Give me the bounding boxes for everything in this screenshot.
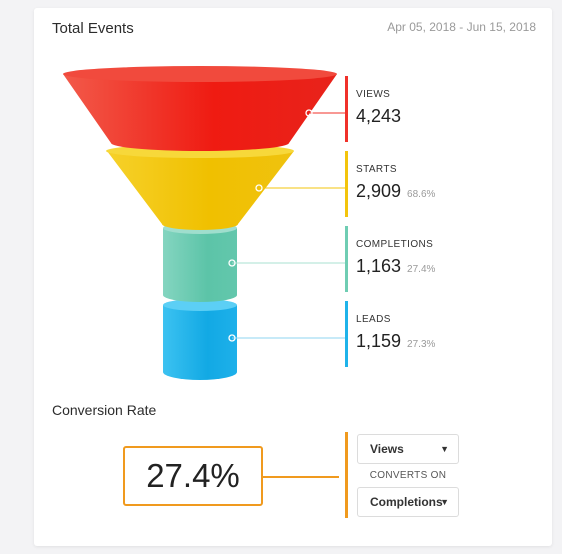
starts-connector xyxy=(255,184,345,192)
stage-starts-label: STARTS xyxy=(356,164,397,175)
stage-completions-value: 1,163 xyxy=(356,256,402,276)
from-event-select-value: Views xyxy=(370,442,404,456)
stage-views-value-row: 4,243 xyxy=(356,106,401,127)
stage-starts-bar xyxy=(345,151,348,217)
from-event-select[interactable]: Views ▼ xyxy=(357,434,459,464)
stage-leads-label: LEADS xyxy=(356,314,391,325)
converts-on-label: CONVERTS ON xyxy=(369,470,447,481)
views-connector xyxy=(305,109,345,117)
conversion-accent-bar xyxy=(345,432,348,518)
stage-completions-percent: 27.4% xyxy=(407,264,436,275)
to-event-select[interactable]: Completions ▼ xyxy=(357,487,459,517)
chevron-down-icon: ▼ xyxy=(440,497,449,507)
stage-completions-label: COMPLETIONS xyxy=(356,239,434,250)
stage-completions-value-row: 1,163 27.4% xyxy=(356,256,435,277)
stage-completions-bar xyxy=(345,226,348,292)
to-event-select-value: Completions xyxy=(370,495,443,509)
stage-starts-value: 2,909 xyxy=(356,181,402,201)
leads-connector xyxy=(228,334,345,342)
date-range: Apr 05, 2018 - Jun 15, 2018 xyxy=(387,20,536,34)
stage-leads-value-row: 1,159 27.3% xyxy=(356,331,435,352)
stage-views-bar xyxy=(345,76,348,142)
stage-views-value: 4,243 xyxy=(356,106,402,126)
stage-leads-percent: 27.3% xyxy=(407,339,436,350)
stage-views-label: VIEWS xyxy=(356,89,391,100)
stage-leads-bar xyxy=(345,301,348,367)
funnel-stage-completions xyxy=(163,222,237,302)
funnel-stage-leads xyxy=(163,299,237,380)
conversion-rate-title: Conversion Rate xyxy=(52,402,157,418)
completions-connector xyxy=(228,259,345,267)
conversion-rate-value: 27.4% xyxy=(123,446,263,506)
stage-starts-value-row: 2,909 68.6% xyxy=(356,181,435,202)
stage-starts-percent: 68.6% xyxy=(407,189,436,200)
funnel-stage-starts xyxy=(106,144,294,230)
conversion-connector xyxy=(263,476,339,478)
funnel-stage-views xyxy=(63,66,337,151)
card-title: Total Events xyxy=(52,20,134,37)
stage-leads-value: 1,159 xyxy=(356,331,402,351)
chevron-down-icon: ▼ xyxy=(440,444,449,454)
